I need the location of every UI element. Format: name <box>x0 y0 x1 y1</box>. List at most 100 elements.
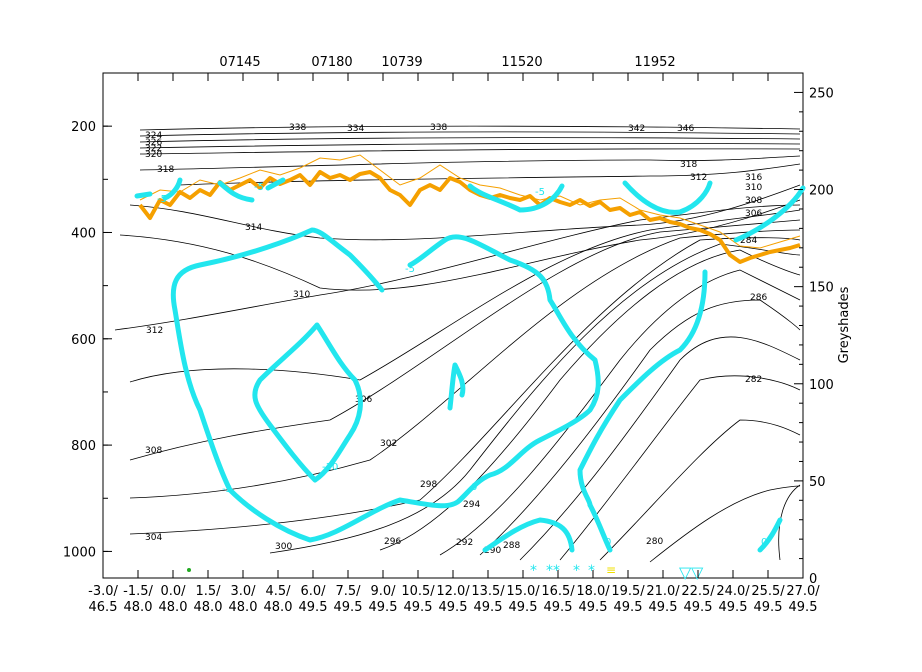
left-axis: 200 400 600 800 1000 <box>63 72 112 560</box>
contour-label: 290 <box>484 546 501 556</box>
x-tick-label: 0.0/ <box>160 584 186 599</box>
x-tick-label: 7.5/ <box>335 584 361 599</box>
contour-label: 310 <box>745 183 762 193</box>
x-tick-label: 49.5 <box>369 600 398 615</box>
x-tick-label: 49.5 <box>579 600 608 615</box>
contour-label: 308 <box>145 446 162 456</box>
right-axis: 0 50 100 150 200 250 <box>794 86 834 587</box>
x-tick-label: 49.5 <box>474 600 503 615</box>
contour-label: 338 <box>289 123 306 133</box>
x-tick-label: 49.5 <box>754 600 783 615</box>
x-tick-label: 1.5/ <box>195 584 221 599</box>
weather-symbol: ▽ <box>679 563 692 582</box>
x-tick-label: 48.0 <box>264 600 293 615</box>
contour-label: 286 <box>750 293 767 303</box>
station-label: 07145 <box>219 55 260 70</box>
x-tick-label: 3.0/ <box>230 584 256 599</box>
contour-label: 296 <box>384 537 401 547</box>
weather-symbol: ** <box>546 563 560 579</box>
x-tick-label: 10.5/ <box>401 584 435 599</box>
x-tick-label: 9.0/ <box>370 584 396 599</box>
cyan-label: -5 <box>254 182 264 193</box>
right-axis-label: Greyshades <box>837 286 852 363</box>
cyan-label: 0 <box>761 537 767 548</box>
contour-label: 334 <box>347 124 364 134</box>
cyan-labels: -5 -5 -5 -10 -5 0 -5 0 0 <box>157 182 767 548</box>
x-tick-label: 25.5/ <box>751 584 785 599</box>
contour-label: 300 <box>275 542 292 552</box>
x-tick-label: 12.0/ <box>436 584 470 599</box>
y-tick-label: 400 <box>71 226 96 241</box>
x-tick-label: 49.5 <box>334 600 363 615</box>
x-tick-label: 48.0 <box>159 600 188 615</box>
weather-symbol: * <box>588 563 595 579</box>
station-label: 11520 <box>501 55 542 70</box>
x-tick-label: 24.0/ <box>716 584 750 599</box>
x-tick-label: 49.5 <box>789 600 818 615</box>
contour-label: 318 <box>680 160 697 170</box>
x-tick-label: 49.5 <box>719 600 748 615</box>
contour-label: 280 <box>646 537 663 547</box>
cyan-label: 0 <box>605 537 611 548</box>
weather-symbol: ≡ <box>606 563 616 577</box>
x-tick-label: 16.5/ <box>541 584 575 599</box>
cyan-label: -5 <box>157 194 167 205</box>
r-tick-label: 150 <box>809 281 834 296</box>
x-tick-label: 15.0/ <box>506 584 540 599</box>
contour-label: 304 <box>145 533 162 543</box>
contour-label: 342 <box>628 124 645 134</box>
contour-label: 346 <box>677 124 694 134</box>
contour-label: 282 <box>745 375 762 385</box>
x-axis: -3.0/46.5-1.5/48.00.0/48.01.5/48.03.0/48… <box>88 73 820 615</box>
r-tick-label: 100 <box>809 378 834 393</box>
contour-label: 314 <box>245 223 262 233</box>
contour-label: 302 <box>380 439 397 449</box>
x-tick-label: 49.5 <box>684 600 713 615</box>
contour-label: 322 <box>145 144 162 154</box>
contour-label: 326 <box>145 138 162 148</box>
cyan-label: -5 <box>535 187 545 198</box>
y-tick-label: 800 <box>71 439 96 454</box>
theta-contours <box>114 125 801 563</box>
contour-label: 320 <box>145 150 162 160</box>
x-tick-label: 6.0/ <box>300 584 326 599</box>
contour-label: 294 <box>463 500 480 510</box>
contour-label: 306 <box>355 395 372 405</box>
x-tick-label: 18.0/ <box>576 584 610 599</box>
tropopause-line <box>138 154 801 264</box>
r-tick-label: 250 <box>809 86 834 101</box>
contour-labels: 324 326 322 320 318 338 334 338 342 346 … <box>145 123 767 556</box>
x-tick-label: 48.0 <box>229 600 258 615</box>
contour-label: 324 <box>145 131 162 141</box>
x-tick-label: 49.5 <box>509 600 538 615</box>
weather-symbol: * <box>530 563 537 579</box>
contour-label: 288 <box>503 541 520 551</box>
x-tick-label: 27.0/ <box>786 584 820 599</box>
cyan-label: -10 <box>322 462 338 473</box>
x-tick-label: 13.5/ <box>471 584 505 599</box>
x-tick-label: 22.5/ <box>681 584 715 599</box>
x-tick-label: 49.5 <box>544 600 573 615</box>
x-tick-label: -1.5/ <box>123 584 153 599</box>
contour-label: 312 <box>146 326 163 336</box>
y-tick-label: 1000 <box>63 545 96 560</box>
cyan-label: 0 <box>471 482 477 493</box>
weather-symbol: * <box>573 563 580 579</box>
x-tick-label: 48.0 <box>124 600 153 615</box>
weather-symbols: * ** * * ≡ ▽ ▽ <box>187 563 704 582</box>
contour-label: 310 <box>293 290 310 300</box>
station-label: 10739 <box>381 55 422 70</box>
station-label: 11952 <box>634 55 675 70</box>
x-tick-label: 49.5 <box>299 600 328 615</box>
y-tick-label: 600 <box>71 333 96 348</box>
weather-dot <box>187 568 191 572</box>
contour-label: 318 <box>157 165 174 175</box>
contour-label: 298 <box>420 480 437 490</box>
contour-label: 292 <box>456 538 473 548</box>
station-labels: 07145 07180 10739 11520 11952 <box>219 55 675 70</box>
contour-label: 308 <box>745 196 762 206</box>
x-tick-label: 49.5 <box>404 600 433 615</box>
x-tick-label: 49.5 <box>614 600 643 615</box>
y-tick-label: 200 <box>71 120 96 135</box>
